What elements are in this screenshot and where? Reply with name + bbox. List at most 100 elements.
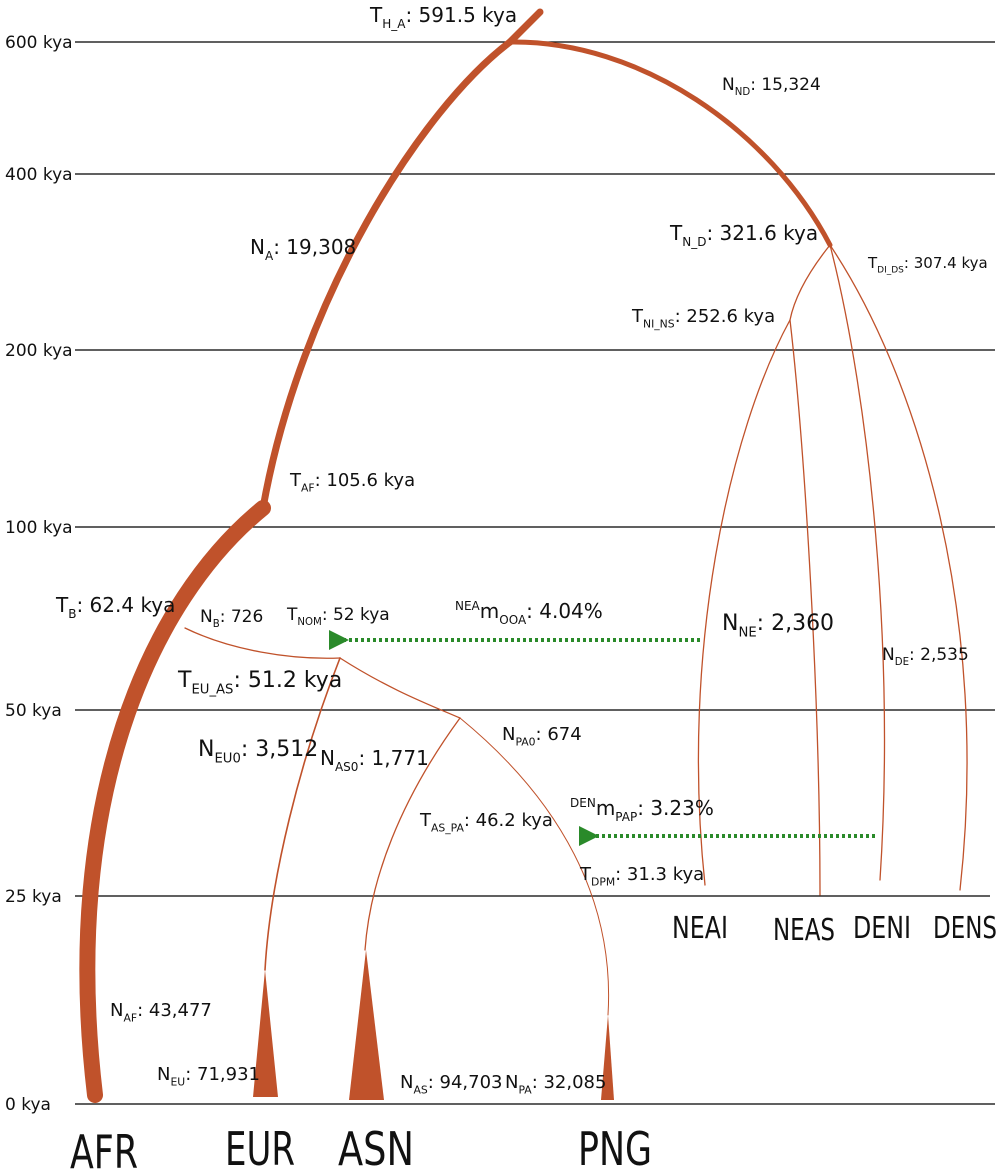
label-symbol: N (250, 235, 265, 259)
time-label: 50 kya (5, 701, 62, 721)
parameter-label: TAF: 105.6 kya (289, 470, 415, 494)
label-subscript: N_D (682, 235, 706, 249)
branch-asn-pa (339, 657, 461, 719)
label-value: : 2,535 (909, 645, 969, 665)
label-subscript: DPM (591, 875, 615, 888)
label-subscript: NE (738, 626, 756, 641)
label-value: : 32,085 (532, 1072, 607, 1093)
label-value: : 726 (220, 607, 264, 627)
population-name: NEAS (773, 913, 835, 948)
label-value: : 321.6 kya (706, 221, 818, 245)
label-subscript: PA (518, 1083, 532, 1096)
label-value: : 31.3 kya (615, 864, 704, 885)
parameter-label: NDE: 2,535 (882, 645, 969, 668)
parameter-label: NAF: 43,477 (110, 1000, 212, 1024)
png-expansion (601, 1015, 614, 1100)
label-symbol: N (198, 737, 214, 762)
label-subscript: EU (170, 1075, 185, 1088)
label-symbol: T (419, 810, 432, 831)
label-superscript: DEN (570, 796, 596, 810)
parameter-label: NNE: 2,360 (722, 611, 834, 641)
label-symbol: N (882, 645, 895, 665)
label-symbol: N (400, 1072, 413, 1093)
parameter-label: NB: 726 (200, 607, 263, 630)
time-label: 600 kya (5, 33, 73, 53)
parameter-label: DENmPAP: 3.23% (570, 796, 714, 824)
label-symbol: T (631, 306, 644, 327)
label-subscript: PAP (615, 810, 637, 824)
label-value: : 62.4 kya (76, 593, 175, 617)
parameter-label: NEU0: 3,512 (198, 737, 318, 767)
label-symbol: m (480, 599, 499, 623)
parameter-label: NPA: 32,085 (505, 1072, 606, 1096)
label-subscript: DE (895, 657, 909, 668)
label-value: : 43,477 (137, 1000, 212, 1021)
parameter-label: TH_A: 591.5 kya (369, 3, 517, 31)
label-symbol: T (286, 605, 298, 625)
label-subscript: NI_NS (643, 317, 675, 330)
eur-expansion (253, 970, 278, 1097)
time-label: 25 kya (5, 887, 62, 907)
label-subscript: EU_AS (191, 683, 233, 698)
branch-afr (79, 500, 271, 1103)
label-value: : 3.23% (637, 796, 714, 820)
label-symbol: T (867, 254, 878, 272)
label-symbol: N (320, 746, 335, 770)
parameter-label: TNOM: 52 kya (286, 605, 390, 628)
label-subscript: A (265, 249, 274, 263)
time-label: 0 kya (5, 1095, 51, 1115)
label-value: : 105.6 kya (315, 470, 416, 491)
population-name: NEAI (672, 911, 728, 946)
parameter-label: NND: 15,324 (722, 75, 821, 98)
branch-b (184, 627, 341, 659)
label-symbol: T (289, 470, 302, 491)
label-subscript: EU0 (214, 752, 240, 767)
label-subscript: AF (301, 481, 315, 494)
label-value: : 591.5 kya (405, 3, 517, 27)
label-value: : 252.6 kya (675, 306, 776, 327)
parameter-label: TNI_NS: 252.6 kya (631, 306, 775, 330)
parameter-label: TEU_AS: 51.2 kya (177, 668, 342, 698)
branch-nd (507, 39, 833, 248)
label-value: : 3,512 (241, 737, 318, 762)
label-value: : 2,360 (757, 611, 834, 636)
label-symbol: T (55, 593, 69, 617)
parameter-label: TN_D: 321.6 kya (669, 221, 818, 249)
parameter-label: NA: 19,308 (250, 235, 356, 263)
label-subscript: AS (413, 1083, 427, 1096)
parameter-label: TDPM: 31.3 kya (579, 864, 704, 888)
label-value: : 307.4 kya (904, 254, 988, 272)
parameter-label: TB: 62.4 kya (55, 593, 175, 621)
label-subscript: NOM (297, 617, 321, 628)
parameter-label: TDI_DS: 307.4 kya (867, 254, 988, 276)
label-subscript: AF (123, 1011, 137, 1024)
branch-neas (789, 244, 831, 896)
label-symbol: T (669, 221, 683, 245)
label-symbol: T (369, 3, 383, 27)
label-subscript: B (213, 619, 220, 630)
label-symbol: N (505, 1072, 518, 1093)
label-symbol: N (722, 611, 738, 636)
label-symbol: T (579, 864, 592, 885)
label-subscript: B (68, 607, 76, 621)
label-subscript: OOA (499, 613, 527, 627)
label-symbol: N (200, 607, 213, 627)
population-name: DENI (853, 911, 911, 946)
label-symbol: N (502, 724, 515, 745)
population-name: EUR (225, 1122, 295, 1172)
label-subscript: PA0 (515, 735, 535, 748)
label-value: : 4.04% (526, 599, 603, 623)
label-value: : 46.2 kya (464, 810, 553, 831)
label-value: : 15,324 (750, 75, 821, 95)
label-symbol: N (110, 1000, 123, 1021)
branch-eur (264, 657, 341, 971)
label-superscript: NEA (455, 599, 481, 613)
branch-png (459, 717, 610, 1016)
parameter-label: NEU: 71,931 (157, 1064, 260, 1088)
label-value: : 674 (536, 724, 582, 745)
population-name: ASN (338, 1122, 414, 1172)
branch-ancestral (506, 8, 544, 46)
population-name: AFR (70, 1125, 138, 1172)
